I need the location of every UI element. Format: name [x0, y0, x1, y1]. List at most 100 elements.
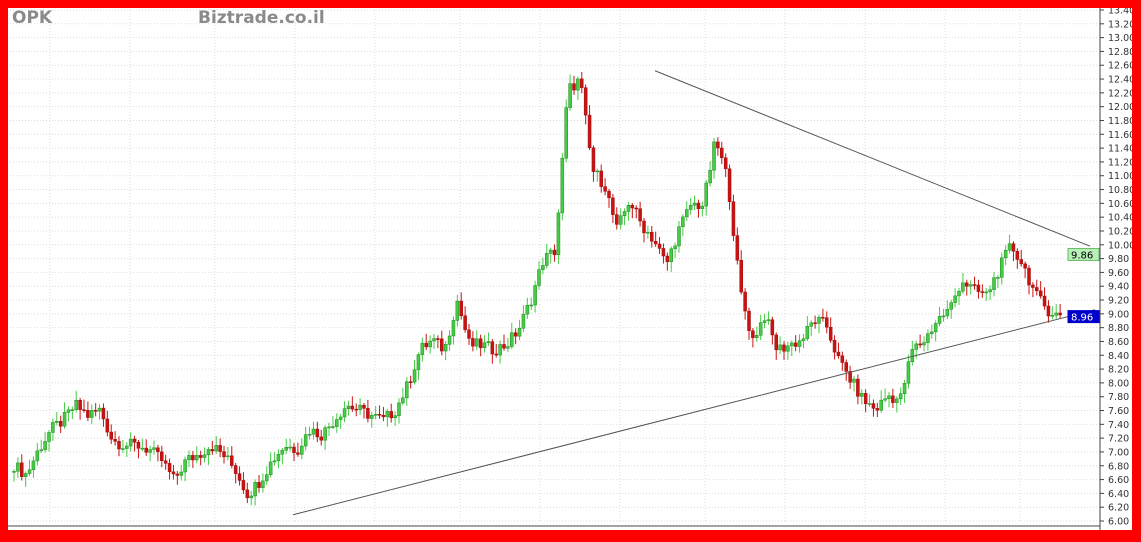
candle-body	[16, 462, 20, 472]
candle-body	[817, 316, 821, 324]
candle-body	[253, 482, 257, 497]
candle-body	[303, 434, 308, 447]
candle-body	[688, 204, 693, 210]
candle-body	[490, 341, 495, 355]
candle-body	[926, 333, 930, 343]
candle-body	[482, 342, 487, 349]
candle-body	[673, 245, 677, 250]
candle-body	[521, 313, 526, 329]
candle-body	[132, 438, 137, 443]
candle-body	[583, 87, 588, 116]
candle-body	[1027, 267, 1031, 286]
candle-body	[1011, 243, 1016, 252]
candle-body	[105, 418, 110, 433]
candle-body	[700, 205, 705, 209]
candle-body	[148, 449, 152, 453]
candle-body	[887, 395, 891, 400]
candle-body	[331, 426, 335, 428]
candle-body	[642, 220, 646, 234]
candle-body	[494, 353, 498, 356]
candle-body	[385, 411, 390, 418]
candle-body	[1046, 305, 1051, 317]
candle-body	[727, 168, 732, 202]
y-tick-label: 9.00	[1108, 309, 1129, 320]
candle-body	[428, 340, 432, 348]
candle-body	[366, 408, 370, 419]
candle-body	[222, 451, 226, 458]
candle-body	[167, 463, 172, 473]
candle-body	[591, 147, 596, 172]
candle-body	[669, 248, 673, 263]
candle-body	[195, 455, 199, 461]
candle-body	[580, 78, 584, 88]
y-tick-label: 11.80	[1108, 116, 1132, 127]
candle-body	[692, 202, 697, 206]
candle-body	[218, 445, 222, 452]
candle-body	[828, 327, 833, 341]
candle-body	[292, 446, 296, 453]
candle-body	[576, 78, 580, 91]
candle-body	[665, 255, 670, 263]
candle-body	[327, 426, 331, 429]
candle-body	[867, 403, 872, 405]
candle-body	[268, 461, 273, 475]
candle-body	[12, 471, 16, 473]
y-tick-label: 12.60	[1108, 61, 1132, 72]
candle-body	[564, 107, 568, 159]
candle-body	[646, 231, 650, 234]
candle-body	[774, 334, 778, 351]
candle-body	[39, 449, 43, 452]
candle-body	[661, 248, 666, 257]
candle-body	[109, 431, 113, 440]
candle-body	[599, 170, 603, 187]
candle-body	[171, 471, 176, 475]
candle-body	[175, 473, 180, 476]
candle-body	[988, 289, 992, 293]
candle-body	[863, 393, 868, 405]
candle-body	[681, 216, 685, 227]
candlestick-chart: 6.00 6.20 6.40 6.60 6.80 7.00 7.20 7.40 7.60 7.80…	[8, 8, 1132, 530]
y-tick-label: 13.20	[1108, 19, 1132, 30]
candle-body	[486, 341, 491, 344]
y-tick-label: 8.60	[1108, 337, 1129, 348]
y-tick-label: 7.80	[1108, 392, 1129, 403]
candle-body	[362, 404, 366, 409]
candle-body	[708, 169, 712, 184]
candle-body	[898, 393, 903, 400]
candle-body	[587, 114, 592, 149]
resistance-trendline	[654, 70, 1091, 247]
y-tick-label: 11.20	[1108, 157, 1132, 168]
candle-body	[976, 284, 981, 292]
candle-body	[723, 157, 728, 170]
candle-body	[556, 212, 561, 256]
candle-body	[1042, 295, 1047, 307]
y-tick-label: 10.40	[1108, 213, 1132, 224]
candle-body	[618, 215, 623, 225]
candle-body	[179, 471, 183, 476]
candle-body	[467, 329, 471, 339]
candle-body	[984, 291, 988, 294]
candle-body	[191, 455, 195, 461]
candle-body	[961, 282, 965, 292]
candle-body	[128, 438, 133, 447]
candle-body	[545, 253, 549, 266]
candle-body	[47, 432, 51, 442]
candle-body	[758, 322, 763, 336]
candle-body	[393, 415, 397, 419]
candle-body	[121, 448, 125, 450]
candle-body	[136, 442, 141, 449]
candle-body	[86, 410, 90, 418]
y-tick-label: 8.00	[1108, 378, 1129, 389]
candle-body	[319, 436, 323, 441]
candle-body	[214, 445, 218, 452]
y-tick-label: 12.20	[1108, 88, 1132, 99]
candle-body	[447, 335, 452, 345]
candle-body	[949, 302, 953, 310]
y-tick-label: 8.80	[1108, 323, 1129, 334]
candle-body	[790, 342, 794, 347]
candle-body	[848, 371, 852, 383]
candle-body	[451, 320, 456, 337]
candle-body	[685, 209, 689, 218]
candle-body	[113, 439, 117, 442]
candle-body	[412, 369, 417, 383]
